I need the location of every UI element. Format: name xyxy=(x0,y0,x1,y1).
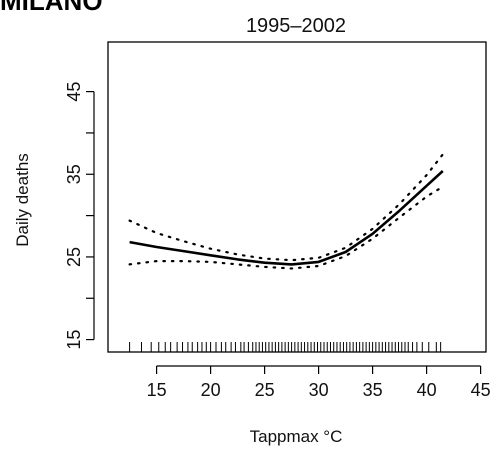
x-tick-label: 25 xyxy=(255,380,275,400)
y-tick-label: 45 xyxy=(64,82,84,102)
y-tick-label: 25 xyxy=(64,247,84,267)
y-axis-label: Daily deaths xyxy=(13,153,32,247)
x-tick-label: 15 xyxy=(147,380,167,400)
x-tick-label: 35 xyxy=(363,380,383,400)
series-upper-bound xyxy=(128,153,444,262)
series-fitted xyxy=(129,170,444,266)
chart-title: 1995–2002 xyxy=(246,15,346,37)
plot-frame xyxy=(107,41,487,353)
page-title: MILANO xyxy=(0,0,103,16)
x-tick-label: 30 xyxy=(309,380,329,400)
x-axis-label: Tappmax °C xyxy=(250,427,343,446)
series-layer xyxy=(128,153,444,270)
series-lower-bound xyxy=(128,185,444,270)
x-tick-label: 45 xyxy=(471,380,491,400)
y-tick-label: 35 xyxy=(64,164,84,184)
axes: 15 20 25 30 35 40 45 15 25 35 45 xyxy=(64,41,491,400)
x-tick-label: 40 xyxy=(417,380,437,400)
y-tick-label: 15 xyxy=(64,330,84,350)
x-tick-label: 20 xyxy=(201,380,221,400)
rug-plot xyxy=(129,342,442,352)
